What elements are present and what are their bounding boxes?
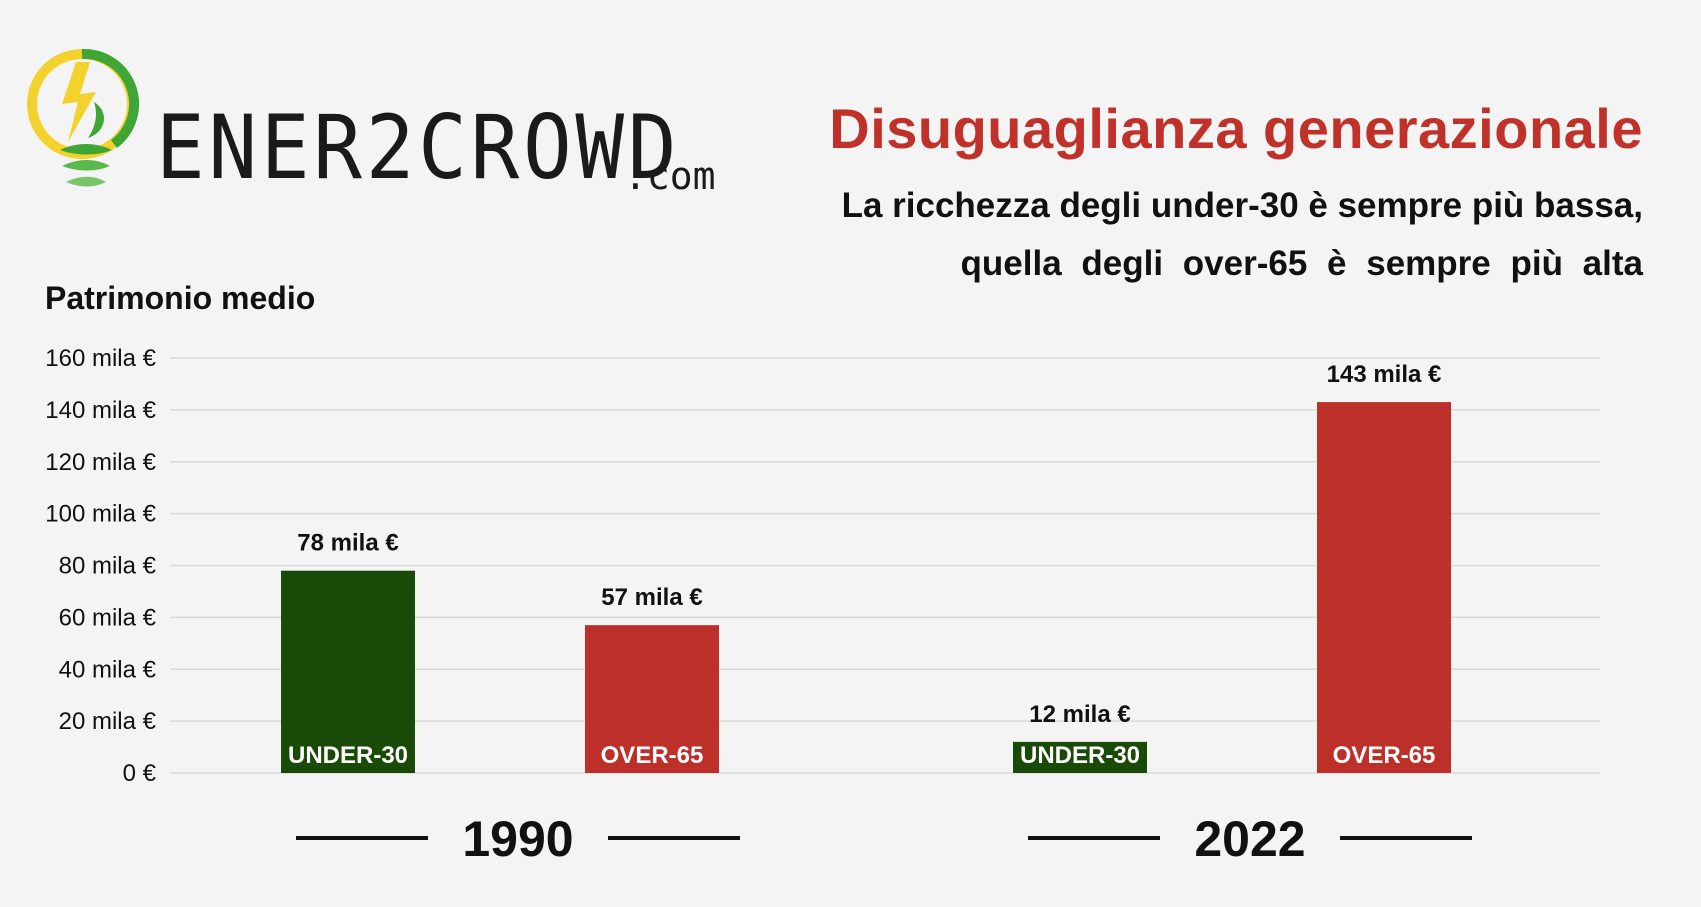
y-tick-label: 20 mila € xyxy=(59,708,157,735)
brand-name: ENER2CROWD xyxy=(156,96,681,199)
data-label: 57 mila € xyxy=(601,584,702,611)
y-tick-label: 60 mila € xyxy=(59,604,157,631)
bar xyxy=(585,625,719,773)
bar-series-label: UNDER-30 xyxy=(1020,742,1140,769)
y-tick-label: 120 mila € xyxy=(45,449,156,476)
bar-series-label: OVER-65 xyxy=(1333,742,1436,769)
bar xyxy=(1013,741,1147,773)
lightbulb-leaf-icon xyxy=(27,48,140,187)
data-label: 78 mila € xyxy=(297,530,398,557)
y-tick-label: 140 mila € xyxy=(45,397,156,424)
y-tick-label: 100 mila € xyxy=(45,501,156,528)
bar xyxy=(281,570,415,773)
data-label: 12 mila € xyxy=(1029,701,1130,728)
group-label: 2022 xyxy=(1194,811,1305,867)
brand-suffix: .com xyxy=(624,154,716,198)
y-tick-label: 0 € xyxy=(123,760,157,787)
page-title: Disuguaglianza generazionale xyxy=(829,97,1643,160)
bar xyxy=(1317,402,1451,773)
bar-series-label: UNDER-30 xyxy=(288,742,408,769)
data-label: 143 mila € xyxy=(1327,361,1442,388)
y-axis-label: Patrimonio medio xyxy=(45,280,316,316)
y-tick-label: 40 mila € xyxy=(59,656,157,683)
bar-series-label: OVER-65 xyxy=(601,742,704,769)
group-label: 1990 xyxy=(462,811,573,867)
y-tick-label: 80 mila € xyxy=(59,553,157,580)
brand-logo: ENER2CROWD .com xyxy=(24,42,744,207)
subtitle-line-2: quella degli over-65 è sempre più alta xyxy=(960,244,1643,283)
y-tick-label: 160 mila € xyxy=(45,345,156,372)
subtitle-line-1: La ricchezza degli under-30 è sempre più… xyxy=(841,186,1643,225)
